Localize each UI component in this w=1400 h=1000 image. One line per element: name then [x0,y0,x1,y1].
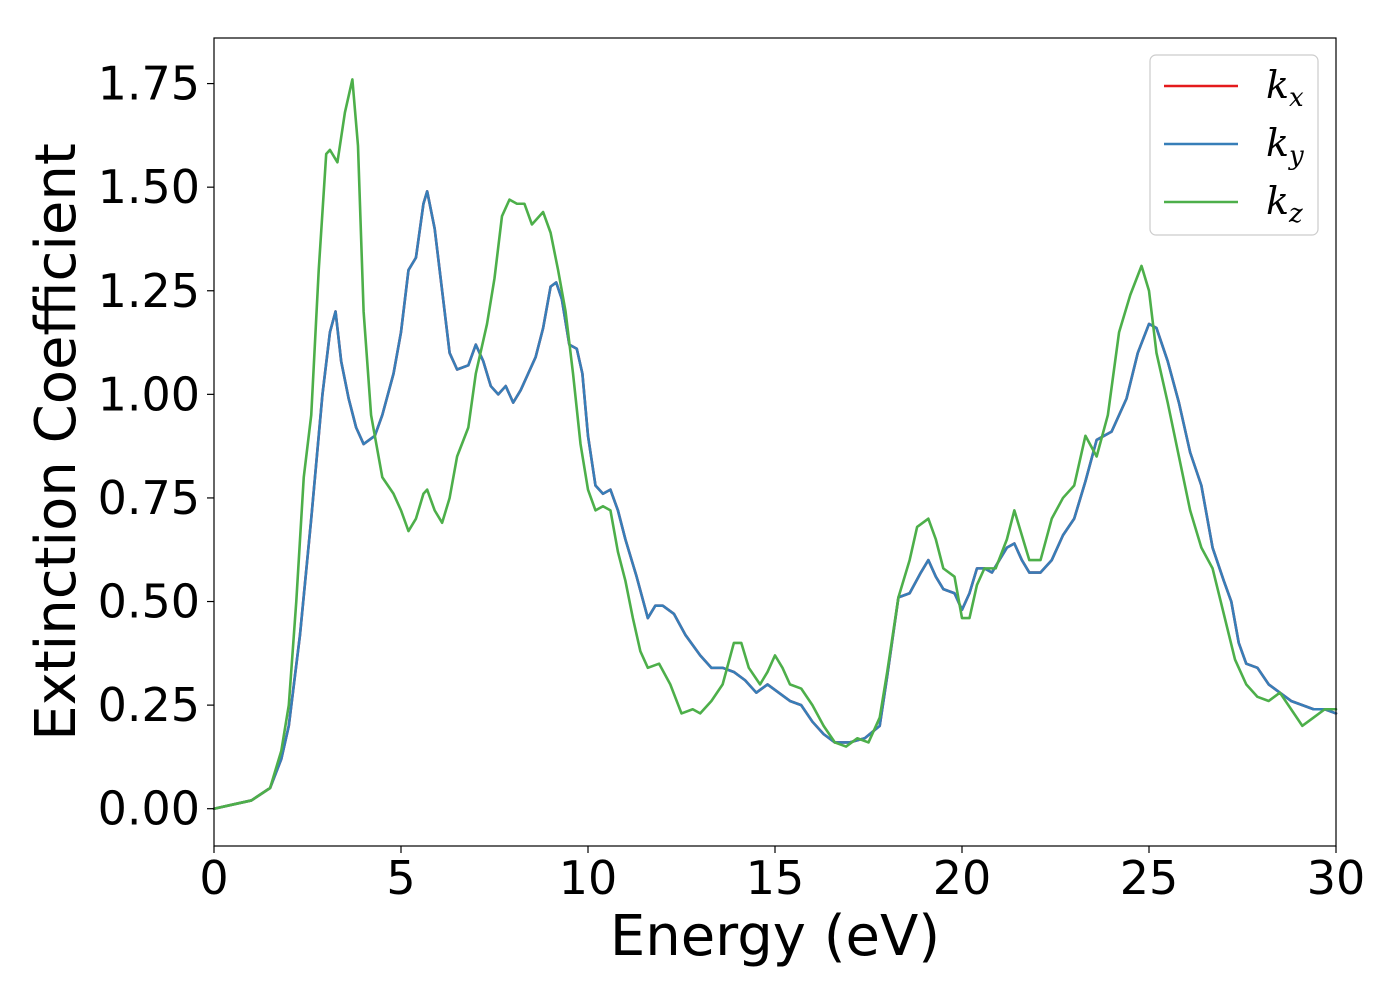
legend-label-base: k [1266,63,1289,107]
legend-label-subscript: x [1289,83,1304,113]
y-tick-label: 1.75 [98,57,200,111]
legend-label-subscript: y [1288,141,1304,171]
y-tick-label: 0.75 [98,471,200,525]
y-tick-label: 1.00 [98,367,200,421]
x-axis: 0 5 10 15 20 25 30 [199,846,1365,905]
legend-label-kz: kz [1266,179,1303,229]
y-tick-label: 1.50 [98,160,200,214]
legend-label-subscript: z [1288,199,1303,229]
series-layer [212,78,1338,811]
series-line-k-y [212,190,1338,811]
x-tick-label: 15 [746,851,805,905]
y-axis-label: Extinction Coefficient [24,143,89,741]
legend-label-base: k [1266,121,1289,165]
y-tick-label: 1.25 [98,264,200,318]
series-line-k-z [212,78,1338,811]
x-tick-label: 25 [1120,851,1179,905]
x-tick-label: 5 [386,851,415,905]
y-tick-label: 0.25 [98,678,200,732]
y-axis: 0.00 0.25 0.50 0.75 1.00 1.25 1.50 1.75 [98,57,214,836]
x-tick-label: 0 [199,851,228,905]
x-tick-label: 20 [933,851,992,905]
x-tick-label: 10 [559,851,618,905]
legend-label-ky: ky [1266,121,1304,171]
legend-label-kx: kx [1266,63,1304,113]
y-tick-label: 0.00 [98,782,200,836]
legend-label-base: k [1266,179,1289,223]
x-axis-label: Energy (eV) [610,904,940,969]
x-tick-label: 30 [1307,851,1366,905]
y-tick-label: 0.50 [98,575,200,629]
